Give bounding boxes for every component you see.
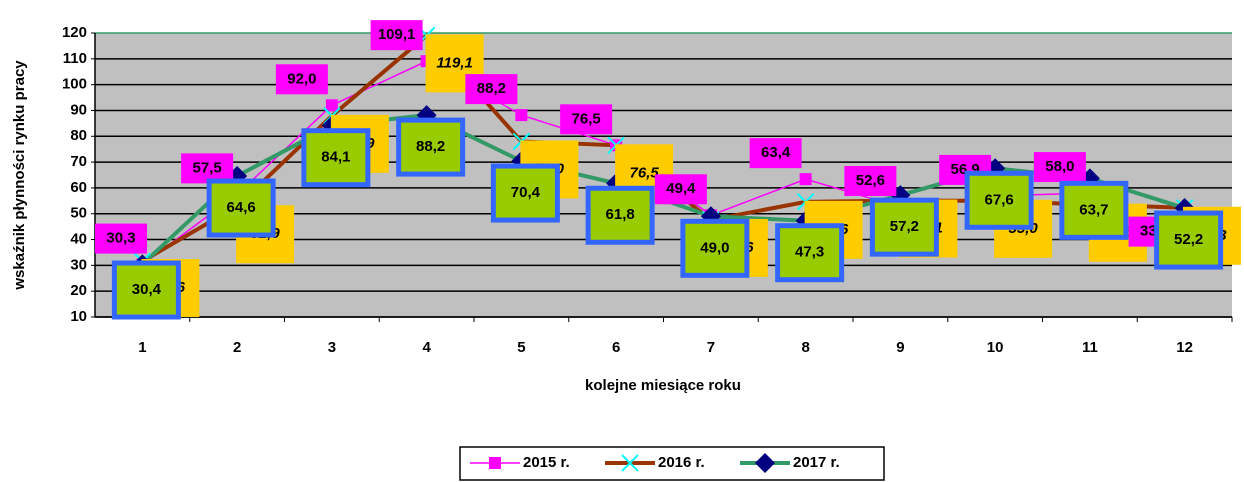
data-label: 63,4	[761, 144, 791, 161]
x-tick-label: 5	[517, 339, 525, 356]
data-label: 109,1	[378, 26, 416, 43]
y-tick-label: 50	[70, 205, 87, 222]
data-label: 92,0	[287, 70, 316, 87]
data-label: 119,1	[436, 54, 472, 71]
legend-label: 2015 r.	[523, 454, 570, 471]
data-label-box	[181, 153, 234, 184]
legend-marker	[755, 453, 775, 473]
y-tick-label: 110	[63, 50, 87, 67]
data-label-box	[206, 178, 276, 238]
data-label: 63,7	[1079, 201, 1108, 218]
y-tick-label: 120	[62, 24, 87, 41]
data-label: 52,2	[1174, 231, 1203, 248]
data-label: 64,6	[227, 199, 256, 216]
y-tick-label: 10	[70, 308, 87, 325]
x-tick-label: 3	[328, 339, 336, 356]
y-tick-label: 100	[62, 76, 87, 93]
data-label-box	[370, 20, 423, 51]
data-label: 30,3	[106, 230, 135, 247]
y-axis-title: wskaźnik płynności rynku pracy	[11, 60, 28, 291]
data-label-box	[964, 170, 1034, 230]
data-label-box	[1154, 210, 1224, 270]
data-label: 70,4	[511, 184, 541, 201]
x-tick-label: 1	[138, 339, 146, 356]
y-tick-label: 70	[70, 153, 87, 170]
data-label: 61,8	[606, 206, 635, 223]
data-label-box	[680, 218, 750, 278]
data-label: 30,4	[132, 281, 162, 298]
data-label-box	[749, 138, 802, 169]
data-label-box	[844, 166, 897, 197]
marker	[515, 109, 528, 122]
x-tick-label: 7	[707, 339, 715, 356]
legend-label: 2016 r.	[658, 454, 705, 471]
data-label-box	[396, 117, 466, 177]
data-label-box	[95, 223, 147, 254]
legend-marker	[621, 454, 639, 472]
data-label: 76,5	[572, 110, 601, 127]
data-label-box	[275, 64, 328, 95]
data-label: 67,6	[985, 191, 1014, 208]
data-label-box	[585, 185, 655, 245]
marker	[325, 99, 338, 112]
x-tick-label: 10	[987, 339, 1004, 356]
legend-label: 2017 r.	[793, 454, 840, 471]
y-tick-label: 60	[70, 179, 87, 196]
x-tick-label: 11	[1082, 339, 1098, 356]
data-label: 84,1	[321, 149, 350, 166]
y-tick-label: 40	[70, 231, 87, 248]
y-tick-label: 90	[70, 101, 87, 118]
data-label-box	[560, 104, 613, 135]
data-label-box	[301, 128, 371, 188]
marker	[799, 173, 812, 186]
data-label-box	[111, 260, 181, 320]
data-label: 49,4	[666, 180, 696, 197]
data-label: 76,5	[630, 164, 660, 181]
x-tick-label: 12	[1176, 339, 1193, 356]
data-label-box	[490, 163, 560, 223]
data-label-box	[1059, 180, 1129, 240]
data-label-box	[869, 197, 939, 257]
data-label-box	[465, 74, 518, 105]
data-label: 88,2	[477, 80, 506, 97]
data-label: 88,2	[416, 138, 445, 155]
legend-marker	[489, 457, 501, 469]
data-label: 49,0	[700, 239, 729, 256]
data-label: 52,6	[856, 172, 885, 189]
data-label: 47,3	[795, 244, 824, 261]
x-tick-label: 4	[422, 339, 431, 356]
data-label: 57,5	[193, 159, 222, 176]
data-label-box	[775, 223, 845, 283]
legend	[459, 446, 885, 481]
y-tick-label: 80	[70, 127, 87, 144]
x-axis-title: kolejne miesiące roku	[585, 377, 741, 394]
data-label: 57,2	[890, 218, 919, 235]
x-tick-label: 9	[896, 339, 904, 356]
data-label-box	[1033, 152, 1086, 183]
data-label-box	[654, 174, 707, 205]
y-tick-label: 20	[70, 282, 87, 299]
data-label: 58,0	[1045, 158, 1074, 175]
x-tick-label: 2	[233, 339, 241, 356]
x-tick-label: 6	[612, 339, 620, 356]
x-tick-label: 8	[801, 339, 809, 356]
y-tick-label: 30	[70, 256, 87, 273]
